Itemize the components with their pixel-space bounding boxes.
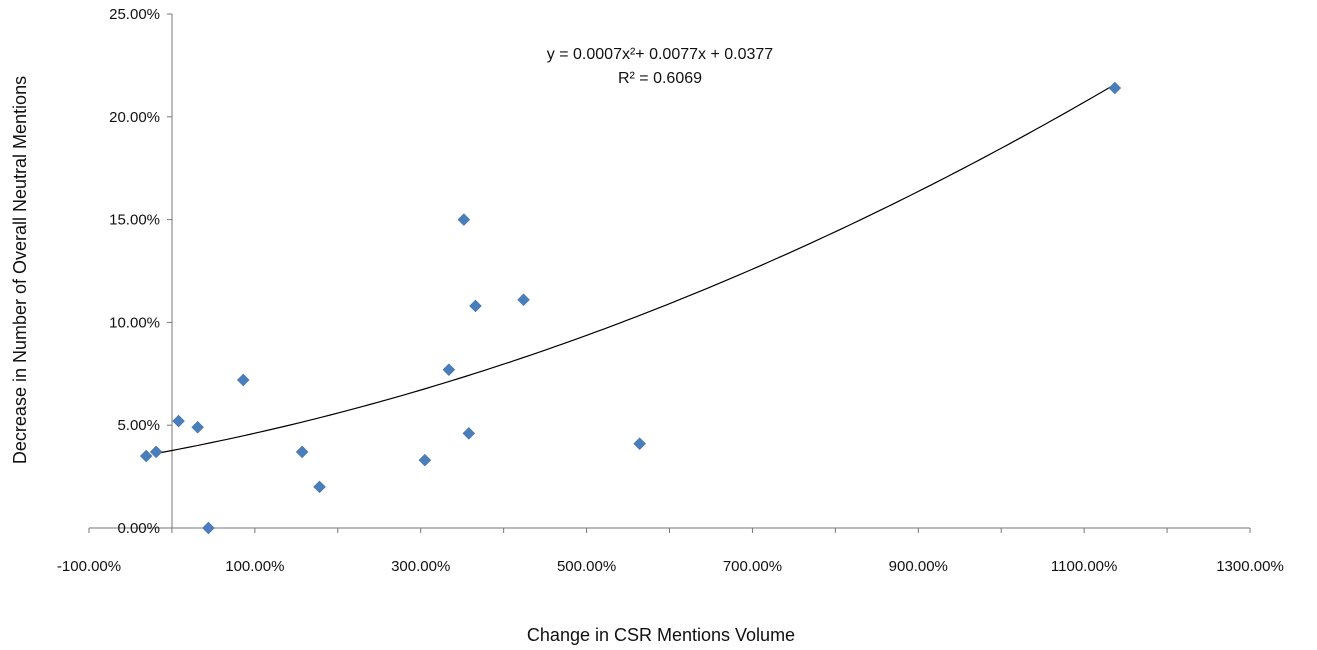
trendline-equation: y = 0.0007x²+ 0.0077x + 0.0377 [547, 46, 774, 63]
y-tick-label: 0.00% [117, 520, 160, 537]
data-point [313, 480, 326, 494]
data-point [191, 420, 204, 434]
y-tick-label: 15.00% [109, 212, 160, 229]
x-tick-label: 500.00% [557, 558, 616, 575]
data-point [469, 299, 482, 313]
y-tick-label: 10.00% [109, 314, 160, 331]
data-point [633, 437, 646, 451]
x-tick-label: -100.00% [57, 558, 121, 575]
data-point [442, 363, 456, 377]
data-point [139, 449, 153, 463]
y-tick-label: 5.00% [117, 417, 160, 434]
y-axis-title: Decrease in Number of Overall Neutral Me… [10, 76, 30, 464]
axes [88, 13, 1251, 533]
y-tick-label: 20.00% [109, 109, 160, 126]
x-tick-label: 900.00% [889, 558, 948, 575]
tick-labels: -100.00% 100.00% 300.00% 500.00% 700.00% 900.… [57, 6, 1284, 575]
data-point [462, 427, 476, 440]
x-tick-label: 300.00% [391, 558, 450, 575]
x-tick-label: 100.00% [225, 558, 284, 575]
trendline-curve [155, 83, 1116, 455]
data-point [457, 213, 471, 226]
data-point [149, 445, 163, 459]
data-point [418, 453, 432, 467]
r-squared-label: R² = 0.6069 [618, 70, 702, 87]
x-tick-label: 1300.00% [1216, 558, 1284, 575]
data-point [295, 445, 309, 459]
data-points [139, 81, 1122, 535]
data-point [236, 373, 250, 387]
x-axis-title: Change in CSR Mentions Volume [527, 625, 795, 645]
trendline-group [155, 83, 1116, 455]
data-point [1108, 81, 1122, 95]
y-tick-label: 25.00% [109, 6, 160, 23]
data-point [172, 414, 185, 428]
data-point [517, 293, 530, 307]
x-tick-label: 700.00% [723, 558, 782, 575]
data-point [202, 521, 215, 535]
x-tick-label: 1100.00% [1051, 558, 1117, 575]
